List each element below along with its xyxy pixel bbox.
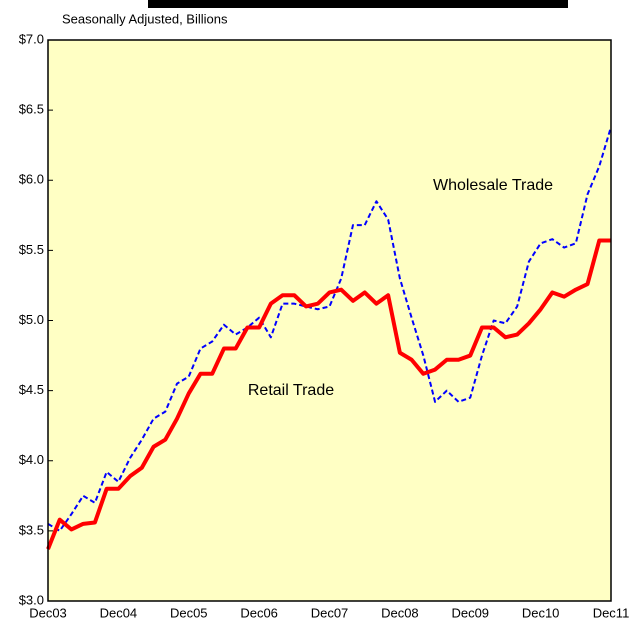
- y-tick-label: $4.5: [19, 382, 44, 397]
- series-line: [46, 238, 611, 550]
- title-bar: [148, 0, 568, 8]
- x-tick-label: Dec08: [381, 605, 419, 620]
- y-tick-label: $6.0: [19, 172, 44, 187]
- series-line: [47, 126, 612, 532]
- y-tick-label: $6.5: [19, 102, 44, 117]
- series-label: Retail Trade: [248, 382, 334, 399]
- x-tick-label: Dec04: [100, 605, 138, 620]
- x-tick-label: Dec10: [522, 605, 560, 620]
- y-tick-label: $3.5: [19, 522, 44, 537]
- x-tick-label: Dec11: [593, 605, 629, 620]
- series-label: Wholesale Trade: [433, 177, 553, 194]
- y-tick-label: $4.0: [19, 452, 44, 467]
- plot-area: [48, 40, 611, 601]
- y-tick-label: $5.0: [19, 312, 44, 327]
- chart-subtitle: Seasonally Adjusted, Billions: [62, 11, 228, 26]
- x-tick-label: Dec07: [311, 605, 349, 620]
- y-tick-label: $3.0: [19, 592, 44, 607]
- x-tick-label: Dec05: [170, 605, 208, 620]
- x-tick-label: Dec06: [240, 605, 278, 620]
- y-tick-label: $5.5: [19, 242, 44, 257]
- x-tick-label: Dec03: [29, 605, 67, 620]
- y-tick-label: $7.0: [19, 31, 44, 46]
- x-tick-label: Dec09: [451, 605, 489, 620]
- plot-border: [47, 39, 612, 602]
